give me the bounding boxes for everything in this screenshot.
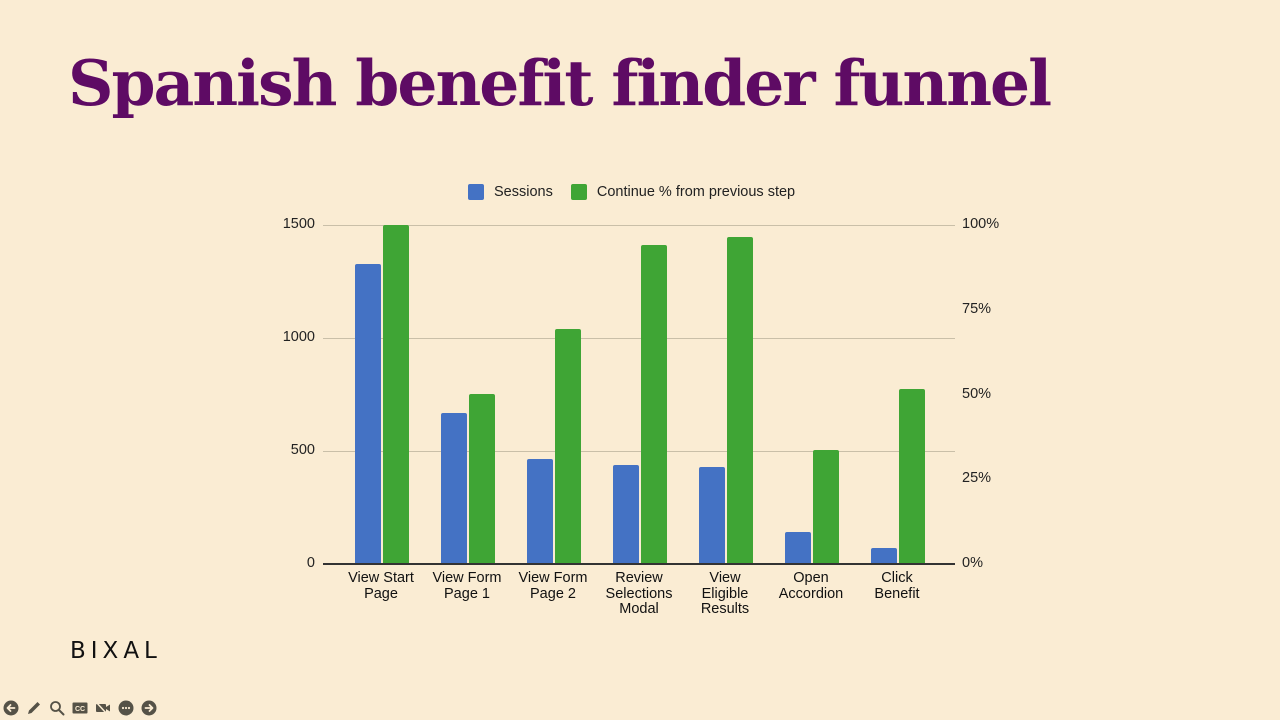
continue-pct-bar <box>555 329 581 564</box>
left-axis-tick: 1500 <box>282 216 315 232</box>
x-axis-category-label: Open Accordion <box>778 570 844 602</box>
sessions-bar <box>699 466 725 564</box>
arrow-left-circle-icon <box>3 700 19 716</box>
left-axis-tick: 500 <box>290 442 315 458</box>
pen-tool-button[interactable] <box>26 700 42 716</box>
previous-slide-button[interactable] <box>3 700 19 716</box>
right-axis-tick: 0% <box>962 555 983 571</box>
sessions-bar <box>613 465 639 564</box>
sessions-bar <box>871 547 897 564</box>
continue-pct-bar <box>813 450 839 564</box>
x-axis-category-label: View Form Page 1 <box>432 570 502 602</box>
chart-legend: Sessions Continue % from previous step <box>468 184 813 200</box>
x-axis-category-label: View Eligible Results <box>700 570 750 617</box>
legend-swatch-sessions <box>468 184 484 200</box>
legend-label-sessions: Sessions <box>494 184 553 200</box>
next-slide-button[interactable] <box>141 700 157 716</box>
video-off-icon <box>95 701 110 715</box>
left-axis-tick: 0 <box>306 555 315 571</box>
sessions-bar <box>527 458 553 564</box>
sessions-bar <box>785 531 811 564</box>
x-axis-category-label: View Form Page 2 <box>518 570 588 602</box>
arrow-right-circle-icon <box>141 700 157 716</box>
continue-pct-bar <box>641 245 667 564</box>
x-axis-category-label: Click Benefit <box>874 570 920 602</box>
sessions-bar <box>355 264 381 564</box>
zoom-button[interactable] <box>49 700 65 716</box>
left-axis-tick: 1000 <box>282 329 315 345</box>
legend-swatch-continue <box>570 184 587 200</box>
cc-icon: CC <box>72 702 88 714</box>
more-options-button[interactable] <box>118 700 134 716</box>
x-axis-line <box>323 563 955 565</box>
right-axis-tick: 100% <box>962 216 1000 232</box>
continue-pct-bar <box>899 389 925 564</box>
video-off-button[interactable] <box>95 700 111 716</box>
right-axis-tick: 50% <box>962 385 992 402</box>
continue-pct-bar <box>469 394 495 564</box>
continue-pct-bar <box>383 225 409 564</box>
slide-title: Spanish benefit finder funnel <box>68 46 1052 120</box>
legend-label-continue: Continue % from previous step <box>596 184 796 200</box>
sessions-bar <box>441 413 467 564</box>
legend-item-continue: Continue % from previous step <box>570 184 796 200</box>
legend-item-sessions: Sessions <box>468 184 553 200</box>
magnifier-icon <box>50 701 65 716</box>
gridline <box>323 224 955 226</box>
right-axis-tick: 75% <box>962 300 992 317</box>
x-axis-category-label: View Start Page <box>348 570 414 602</box>
x-axis-category-label: Review Selections Modal <box>605 570 673 617</box>
continue-pct-bar <box>727 236 753 564</box>
ellipsis-circle-icon <box>118 700 134 716</box>
captions-button[interactable]: CC <box>72 700 88 716</box>
gridline <box>323 337 955 339</box>
presentation-controls: CC <box>3 700 157 716</box>
bixal-logo: BIXAL <box>70 638 162 664</box>
gridline <box>323 450 955 452</box>
pencil-icon <box>28 702 40 714</box>
svg-text:CC: CC <box>75 706 85 713</box>
right-axis-tick: 25% <box>962 470 992 487</box>
